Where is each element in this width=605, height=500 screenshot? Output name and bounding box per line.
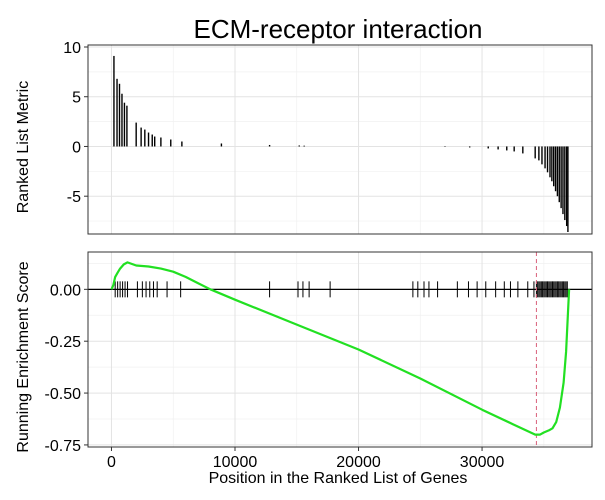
y-tick-label: 5 — [72, 90, 81, 107]
y-tick-label: -0.75 — [45, 438, 82, 455]
x-axis-label: Position in the Ranked List of Genes — [209, 470, 468, 487]
ranked-metric-panel: 10 5 0 -5 — [63, 40, 593, 235]
x-tick-label: 10000 — [213, 454, 258, 471]
y-tick-label: 0 — [72, 139, 81, 156]
top-y-axis-label: Ranked List Metric — [15, 81, 32, 214]
bottom-y-axis-label: Running Enrichment Score — [15, 261, 32, 452]
x-axis: 0 10000 20000 30000 — [107, 447, 504, 471]
running-es-line — [110, 261, 571, 436]
y-tick-label: -0.50 — [45, 386, 82, 403]
x-tick-label: 20000 — [336, 454, 381, 471]
running-es-panel: 0.00 -0.25 -0.50 -0.75 — [45, 251, 593, 455]
y-tick-label: 0.00 — [50, 282, 81, 299]
chart-title: ECM-receptor interaction — [194, 14, 483, 44]
x-tick-label: 0 — [107, 454, 116, 471]
y-tick-label: -0.25 — [45, 334, 82, 351]
y-tick-label: 10 — [63, 40, 81, 57]
panel-border — [87, 251, 593, 448]
panel-border — [87, 44, 593, 235]
x-tick-label: 30000 — [460, 454, 505, 471]
y-tick-label: -5 — [67, 189, 81, 206]
